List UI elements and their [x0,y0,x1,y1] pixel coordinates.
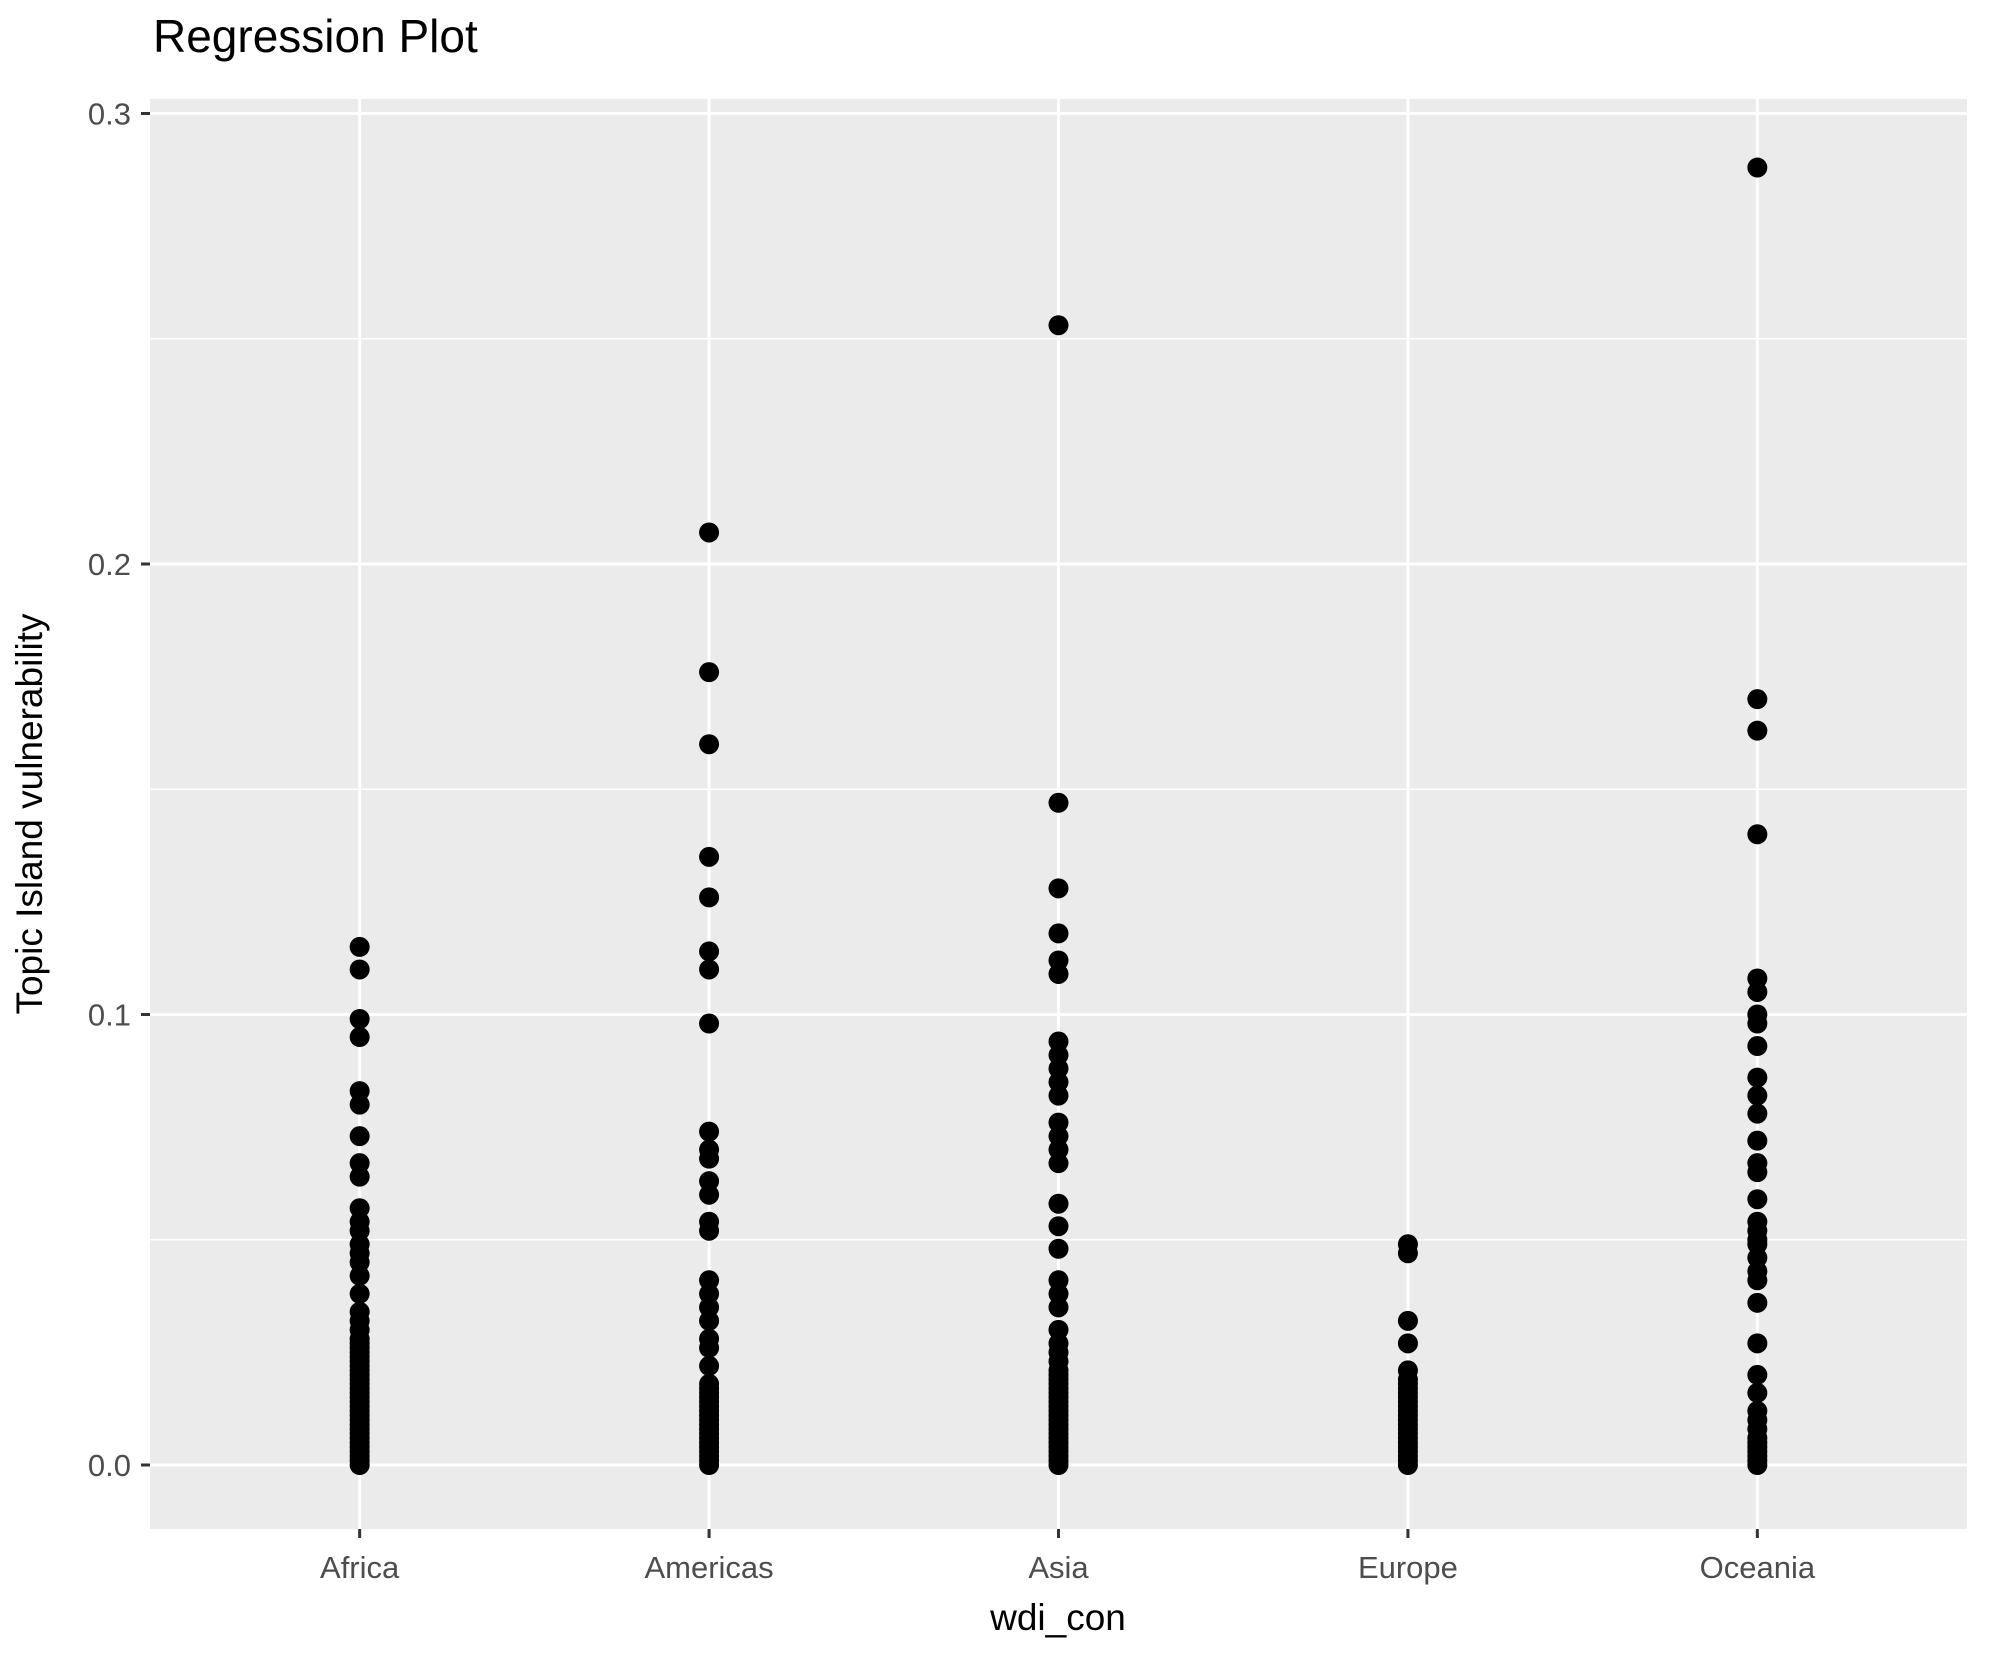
data-point [699,887,720,908]
data-point [1048,792,1069,813]
x-tick-label: Oceania [1700,1550,1816,1585]
y-tick-label: 0.3 [88,97,131,132]
data-point [699,662,720,683]
data-point [1747,1130,1768,1151]
data-point [699,941,720,962]
data-point [349,1265,370,1286]
data-point [1747,1067,1768,1088]
data-point [1048,878,1069,899]
data-point [1048,963,1069,984]
x-tick-label: Europe [1358,1550,1458,1585]
data-point [1048,1297,1069,1318]
data-point [1397,1243,1418,1264]
data-point [1397,1333,1418,1354]
x-tick-label: Asia [1028,1550,1089,1585]
data-point [1747,1036,1768,1057]
x-axis-tick-labels: Africa Americas Asia Europe Oceania [320,1550,1816,1585]
x-tick-label: Africa [320,1550,400,1585]
axis-tick-marks [141,112,1759,1538]
data-point [349,1009,370,1030]
data-point [699,734,720,755]
data-point [349,1126,370,1147]
data-point [1747,1270,1768,1291]
data-point [1747,1292,1768,1313]
data-point [699,959,720,980]
data-point [349,1455,370,1475]
data-point [699,1184,720,1205]
data-point [1397,1455,1418,1475]
data-point [699,846,720,867]
data-points [349,157,1768,1475]
data-point [699,1121,720,1142]
y-tick-label: 0.0 [88,1448,131,1483]
data-point [1747,824,1768,845]
data-point [699,1310,720,1331]
data-point [349,1094,370,1115]
data-point [349,1027,370,1048]
y-tick-label: 0.2 [88,547,131,582]
data-point [1048,315,1069,336]
data-point [1747,1455,1768,1475]
data-point [699,1355,720,1376]
data-point [1048,1238,1069,1259]
data-point [1747,1085,1768,1106]
data-point [1747,1364,1768,1385]
data-point [1747,1013,1768,1034]
data-point [699,1337,720,1358]
y-axis-tick-labels: 0.0 0.1 0.2 0.3 [88,97,131,1484]
data-point [1048,1216,1069,1237]
data-point [699,1455,720,1475]
data-point [699,1013,720,1034]
data-point [1397,1310,1418,1331]
data-point [349,1166,370,1187]
data-point [349,959,370,980]
data-point [699,1220,720,1241]
y-axis-title: Topic Island vulnerability [9,613,50,1015]
x-tick-label: Americas [644,1550,773,1585]
data-point [699,1148,720,1169]
x-axis-title: wdi_con [989,1597,1126,1638]
data-point [699,522,720,543]
data-point [1048,1193,1069,1214]
data-point [1048,1085,1069,1106]
y-tick-label: 0.1 [88,998,131,1033]
data-point [349,936,370,957]
data-point [1747,981,1768,1002]
data-point [1048,923,1069,944]
data-point [1747,1103,1768,1124]
data-point [1747,157,1768,178]
data-point [1747,1162,1768,1183]
data-point [1048,1153,1069,1174]
data-point [1048,1455,1069,1475]
data-point [1747,1382,1768,1403]
data-point [1747,720,1768,741]
data-point [1747,1189,1768,1210]
plot-title: Regression Plot [153,10,478,62]
data-point [1747,1333,1768,1354]
data-point [349,1283,370,1304]
data-point [1747,689,1768,710]
